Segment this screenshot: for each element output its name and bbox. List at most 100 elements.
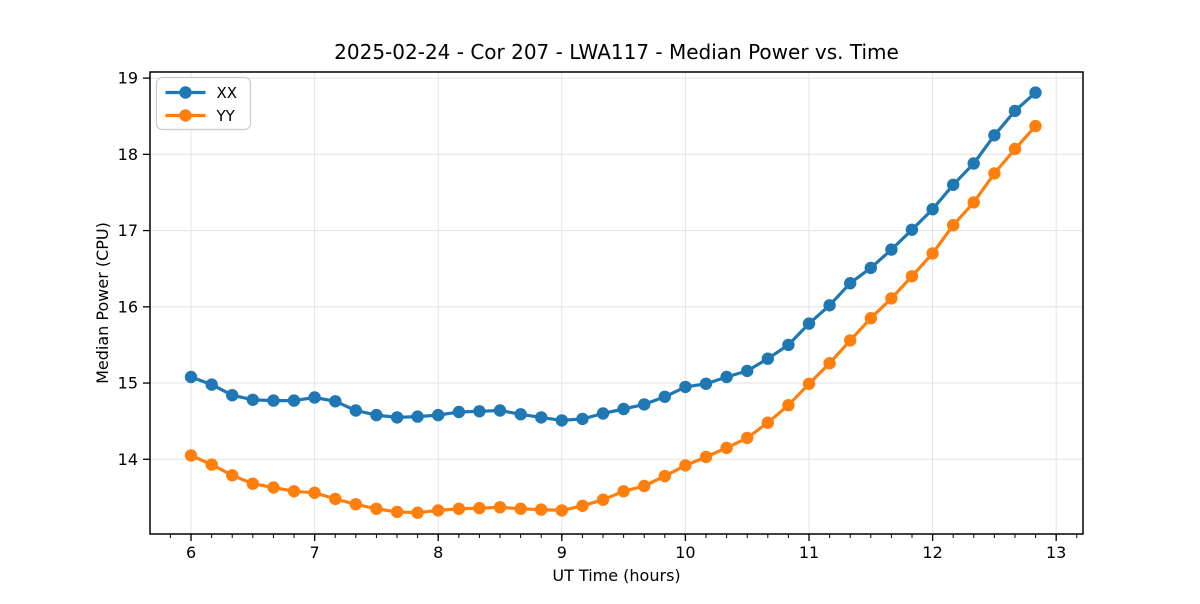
data-point-xx <box>246 393 259 406</box>
data-point-yy <box>329 492 342 506</box>
data-point-yy <box>246 477 259 490</box>
data-point-xx <box>493 404 507 417</box>
data-point-xx <box>885 243 898 256</box>
data-point-xx <box>596 407 610 420</box>
data-point-xx <box>1029 86 1042 99</box>
grid-lines <box>150 72 1083 534</box>
data-point-yy <box>864 312 877 325</box>
data-point-xx <box>988 129 1001 142</box>
data-point-xx <box>947 178 960 191</box>
data-point-yy <box>287 485 301 498</box>
data-point-yy <box>493 501 507 514</box>
data-point-yy <box>308 486 321 499</box>
chart-title: 2025-02-24 - Cor 207 - LWA117 - Median P… <box>334 40 899 64</box>
data-point-xx <box>576 412 589 426</box>
x-tick-label: 11 <box>799 543 819 562</box>
data-point-xx <box>617 402 630 416</box>
axis-ticks <box>143 77 1078 541</box>
data-point-xx <box>720 370 733 384</box>
data-point-xx <box>864 261 877 275</box>
data-series <box>184 86 1042 519</box>
y-axis-label: Median Power (CPU) <box>93 222 112 384</box>
data-point-xx <box>802 317 816 330</box>
data-point-yy <box>947 219 960 232</box>
data-point-yy <box>390 505 404 519</box>
data-point-yy <box>1029 119 1042 133</box>
x-tick-label: 7 <box>310 543 320 562</box>
data-point-yy <box>1008 142 1022 156</box>
data-point-yy <box>370 502 383 515</box>
data-point-yy <box>638 479 651 493</box>
data-point-xx <box>473 405 486 418</box>
data-point-yy <box>514 502 527 515</box>
data-point-yy <box>720 441 733 455</box>
data-point-yy <box>267 481 280 494</box>
plot-border <box>149 71 1084 535</box>
data-point-xx <box>184 370 198 384</box>
data-point-xx <box>967 157 980 170</box>
data-point-yy <box>576 499 589 512</box>
data-point-yy <box>844 334 857 347</box>
data-point-xx <box>432 408 445 422</box>
legend-label-yy: YY <box>216 107 236 125</box>
data-point-yy <box>782 399 795 412</box>
data-point-yy <box>473 501 486 515</box>
data-point-xx <box>308 391 321 404</box>
y-tick-label: 18 <box>118 145 138 164</box>
data-point-yy <box>802 377 816 390</box>
data-point-xx <box>555 414 568 427</box>
data-point-xx <box>844 277 857 290</box>
y-tick-label: 14 <box>118 450 138 469</box>
data-point-yy <box>905 270 919 283</box>
data-point-xx <box>905 223 919 236</box>
data-point-xx <box>1008 104 1022 118</box>
data-point-yy <box>699 450 713 464</box>
x-axis-label: UT Time (hours) <box>552 566 680 585</box>
data-point-yy <box>184 449 198 462</box>
data-point-xx <box>741 364 754 378</box>
data-point-xx <box>823 299 836 312</box>
data-point-yy <box>411 506 424 519</box>
data-point-yy <box>761 416 774 429</box>
legend-label-xx: XX <box>217 84 238 102</box>
data-point-yy <box>349 498 362 511</box>
data-point-xx <box>452 405 466 419</box>
data-point-yy <box>535 503 548 516</box>
data-point-xx <box>638 398 651 411</box>
data-point-yy <box>679 459 692 472</box>
data-point-xx <box>390 411 404 424</box>
axes-frame <box>149 71 1084 535</box>
data-point-xx <box>535 411 548 424</box>
data-point-xx <box>411 410 424 423</box>
data-point-yy <box>617 485 630 498</box>
data-point-yy <box>452 502 466 515</box>
y-tick-label: 19 <box>118 69 138 88</box>
data-point-yy <box>205 458 218 471</box>
legend-marker <box>179 86 192 99</box>
data-point-yy <box>432 504 445 517</box>
data-point-xx <box>226 389 239 402</box>
data-point-xx <box>349 404 362 417</box>
data-point-yy <box>885 292 898 305</box>
y-tick-label: 17 <box>118 221 138 240</box>
data-point-yy <box>596 493 610 506</box>
data-point-xx <box>782 338 795 352</box>
data-point-xx <box>926 203 939 216</box>
data-point-xx <box>514 408 527 421</box>
x-tick-label: 13 <box>1046 543 1066 562</box>
data-point-xx <box>699 377 713 390</box>
data-point-xx <box>761 352 774 365</box>
data-point-yy <box>658 469 671 483</box>
data-point-yy <box>226 469 239 482</box>
data-point-xx <box>287 394 301 407</box>
data-point-yy <box>555 504 568 517</box>
series-line-yy <box>190 125 1037 515</box>
tick-labels: 6 7 8 9 10 11 12 13 14 15 16 17 18 19 <box>118 69 1067 562</box>
data-point-yy <box>741 431 754 445</box>
data-point-yy <box>967 196 980 209</box>
series-line-xx <box>190 91 1037 422</box>
x-tick-label: 12 <box>922 543 942 562</box>
legend-box: XX YY <box>155 76 252 131</box>
